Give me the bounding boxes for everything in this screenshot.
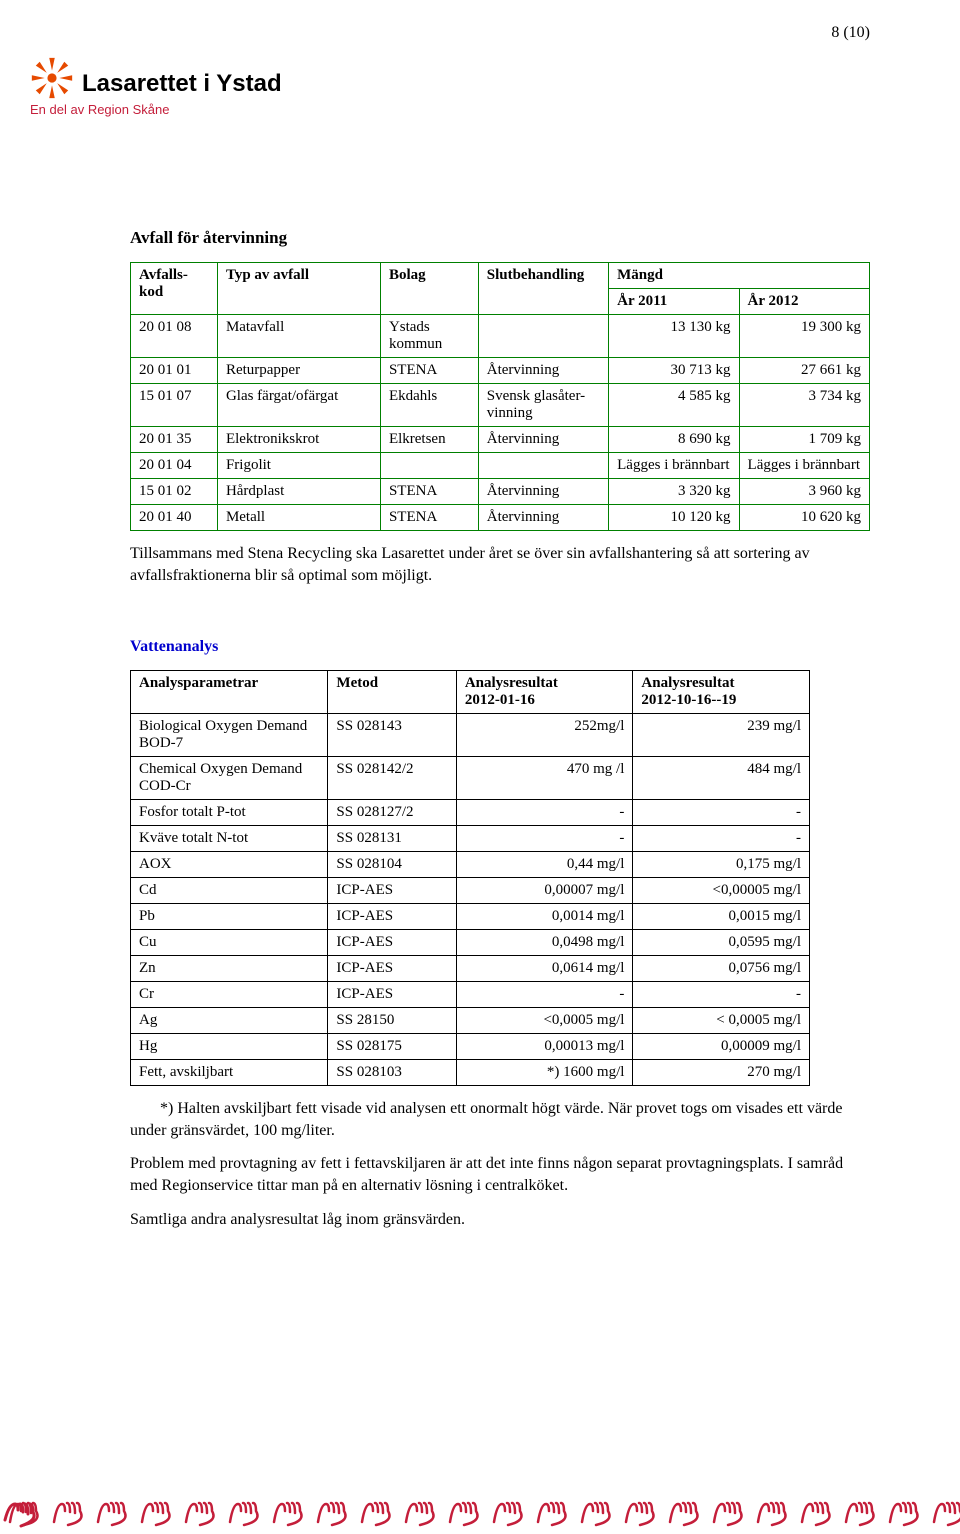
water-table: Analysparametrar Metod Analysresultat201…: [130, 670, 810, 1086]
col-r1: Analysresultat2012-01-16: [456, 671, 633, 714]
table-row: Chemical Oxygen Demand COD-CrSS 028142/2…: [131, 757, 810, 800]
table-row: Fett, avskiljbartSS 028103*) 1600 mg/l27…: [131, 1060, 810, 1086]
table-row: 20 01 40MetallSTENAÅtervinning10 120 kg1…: [131, 505, 870, 531]
sunburst-icon: [30, 56, 74, 100]
logo-title: Lasarettet i Ystad: [82, 72, 282, 100]
col-bolag: Bolag: [380, 263, 478, 315]
table-row: 20 01 04FrigolitLägges i brännbartLägges…: [131, 453, 870, 479]
table-row: 15 01 02HårdplastSTENAÅtervinning3 320 k…: [131, 479, 870, 505]
col-metod: Metod: [328, 671, 456, 714]
logo-subtitle: En del av Region Skåne: [30, 102, 282, 117]
section-avfall-title: Avfall för återvinning: [130, 228, 870, 248]
avfall-paragraph: Tillsammans med Stena Recycling ska Lasa…: [130, 543, 870, 586]
table-row: PbICP-AES0,0014 mg/l0,0015 mg/l: [131, 904, 810, 930]
table-row: AOXSS 0281040,44 mg/l0,175 mg/l: [131, 852, 810, 878]
water-para2: Problem med provtagning av fett i fettav…: [130, 1153, 870, 1196]
table-row: 20 01 35ElektronikskrotElkretsenÅtervinn…: [131, 427, 870, 453]
footer-decoration: [0, 1478, 960, 1528]
col-2011: År 2011: [609, 289, 739, 315]
table-row: AgSS 28150<0,0005 mg/l< 0,0005 mg/l: [131, 1008, 810, 1034]
table-row: ZnICP-AES0,0614 mg/l0,0756 mg/l: [131, 956, 810, 982]
avfall-table: Avfalls-kod Typ av avfall Bolag Slutbeha…: [130, 262, 870, 531]
table-row: 20 01 01ReturpapperSTENAÅtervinning30 71…: [131, 358, 870, 384]
col-2012: År 2012: [739, 289, 869, 315]
table-row: HgSS 0281750,00013 mg/l0,00009 mg/l: [131, 1034, 810, 1060]
water-footnote: *) Halten avskiljbart fett visade vid an…: [130, 1098, 870, 1141]
table-row: CrICP-AES--: [131, 982, 810, 1008]
page-number: 8 (10): [831, 24, 870, 42]
table-row: Biological Oxygen Demand BOD-7SS 0281432…: [131, 714, 810, 757]
table-row: Kväve totalt N-totSS 028131--: [131, 826, 810, 852]
col-avfallskod: Avfalls-kod: [131, 263, 218, 315]
table-row: Fosfor totalt P-totSS 028127/2--: [131, 800, 810, 826]
col-param: Analysparametrar: [131, 671, 328, 714]
hospital-logo: Lasarettet i Ystad En del av Region Skån…: [30, 56, 282, 117]
col-slut: Slutbehandling: [478, 263, 608, 315]
col-typ: Typ av avfall: [217, 263, 380, 315]
col-r2: Analysresultat2012-10-16--19: [633, 671, 810, 714]
col-mangd: Mängd: [609, 263, 870, 289]
table-row: 15 01 07Glas färgat/ofärgatEkdahlsSvensk…: [131, 384, 870, 427]
table-row: CdICP-AES0,00007 mg/l<0,00005 mg/l: [131, 878, 810, 904]
water-para3: Samtliga andra analysresultat låg inom g…: [130, 1209, 870, 1231]
table-row: 20 01 08MatavfallYstads kommun13 130 kg1…: [131, 315, 870, 358]
table-row: CuICP-AES0,0498 mg/l0,0595 mg/l: [131, 930, 810, 956]
section-water-title: Vattenanalys: [130, 636, 870, 656]
